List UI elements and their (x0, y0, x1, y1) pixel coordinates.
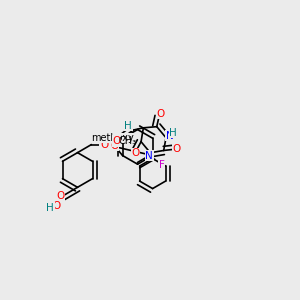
Text: O: O (156, 109, 164, 119)
Text: methoxy: methoxy (92, 133, 134, 143)
Text: O: O (56, 190, 64, 201)
Text: O: O (100, 140, 108, 150)
Text: N: N (166, 131, 173, 141)
Text: CH₃: CH₃ (118, 136, 137, 146)
Text: H: H (169, 128, 177, 138)
Text: O: O (173, 144, 181, 154)
Text: H: H (46, 202, 54, 213)
Text: O: O (131, 148, 140, 158)
Text: O: O (110, 141, 118, 151)
Text: O: O (112, 136, 121, 146)
Text: H: H (124, 121, 132, 131)
Text: F: F (158, 160, 164, 170)
Text: N: N (145, 151, 153, 160)
Text: O: O (52, 201, 60, 211)
